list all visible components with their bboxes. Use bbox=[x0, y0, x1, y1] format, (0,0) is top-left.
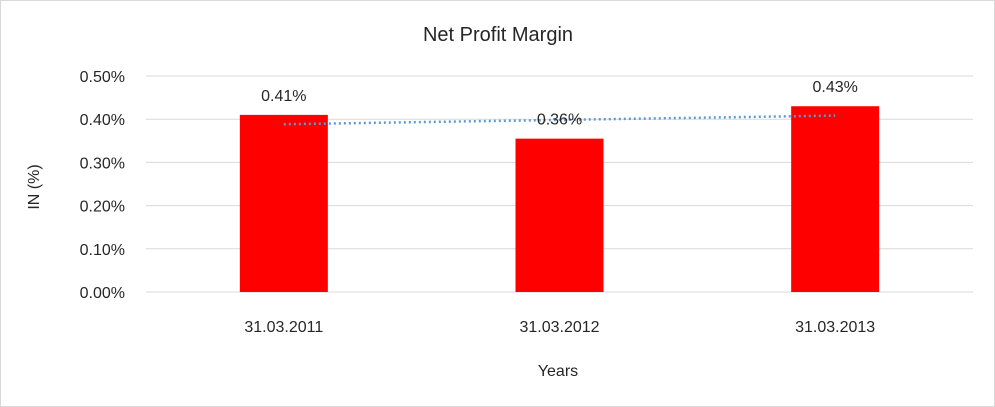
bar bbox=[791, 106, 880, 293]
y-tick-label: 0.00% bbox=[80, 285, 125, 302]
x-axis-tick-labels: 31.03.2011 31.03.2012 31.03.2013 bbox=[244, 319, 875, 336]
trendline-line bbox=[283, 114, 836, 126]
y-tick-label: 0.10% bbox=[80, 242, 125, 259]
y-tick-label: 0.30% bbox=[80, 155, 125, 172]
y-tick-label: 0.40% bbox=[80, 112, 125, 129]
chart-title: Net Profit Margin bbox=[423, 24, 573, 46]
x-axis-title: Years bbox=[538, 363, 578, 380]
data-label: 0.41% bbox=[261, 88, 306, 105]
bar bbox=[515, 138, 604, 292]
data-labels: 0.41% 0.36% 0.43% bbox=[261, 79, 858, 128]
data-label: 0.43% bbox=[812, 79, 857, 96]
bar bbox=[239, 114, 328, 292]
y-tick-label: 0.20% bbox=[80, 199, 125, 216]
trendline bbox=[283, 114, 836, 126]
y-tick-label: 0.50% bbox=[80, 69, 125, 86]
y-axis-title: IN (%) bbox=[26, 164, 43, 209]
bars bbox=[239, 106, 880, 293]
x-tick-label: 31.03.2013 bbox=[795, 319, 875, 336]
x-tick-label: 31.03.2012 bbox=[519, 319, 599, 336]
x-tick-label: 31.03.2011 bbox=[244, 319, 323, 336]
y-axis-tick-labels: 0.00% 0.10% 0.20% 0.30% 0.40% 0.50% bbox=[80, 69, 125, 302]
data-label: 0.36% bbox=[537, 112, 582, 129]
